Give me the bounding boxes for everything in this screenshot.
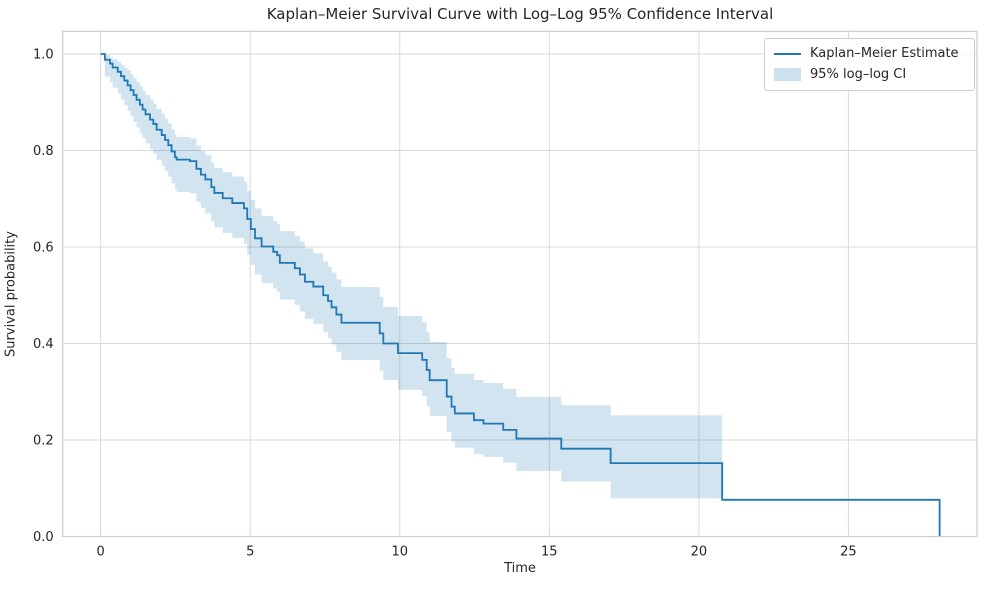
y-axis-label: Survival probability: [3, 231, 19, 357]
x-tick-label: 20: [691, 545, 708, 560]
y-tick-label: 0.8: [33, 144, 54, 159]
km-curve: [100, 53, 941, 537]
y-tick-label: 0.0: [33, 530, 54, 545]
legend-label-ci: 95% log–log CI: [810, 67, 907, 82]
confidence-band: [104, 54, 723, 499]
x-tick-label: 25: [840, 545, 857, 560]
legend-entry-ci: 95% log–log CI: [765, 64, 974, 85]
chart-title: Kaplan–Meier Survival Curve with Log–Log…: [266, 5, 774, 23]
x-tick-label: 10: [391, 545, 408, 560]
x-tick-label: 0: [97, 545, 105, 560]
legend-entry-km: Kaplan–Meier Estimate: [765, 43, 974, 64]
legend-label-km: Kaplan–Meier Estimate: [810, 46, 959, 61]
y-tick-label: 1.0: [33, 47, 54, 62]
y-tick-label: 0.6: [33, 240, 54, 255]
legend-patch-swatch: [774, 68, 801, 81]
axes-spines: [62, 30, 978, 538]
y-tick-label: 0.2: [33, 433, 54, 448]
x-axis-label: Time: [504, 561, 536, 576]
y-tick-label: 0.4: [33, 337, 54, 352]
legend-line-swatch: [774, 52, 801, 55]
x-tick-label: 5: [246, 545, 254, 560]
legend: Kaplan–Meier Estimate 95% log–log CI: [764, 38, 975, 91]
x-tick-label: 15: [541, 545, 558, 560]
